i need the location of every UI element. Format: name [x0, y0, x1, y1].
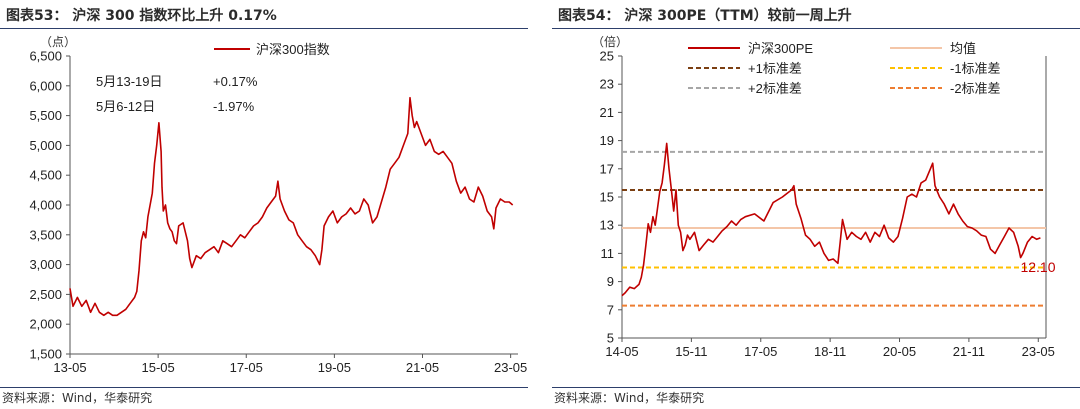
- legend-label: -2标准差: [950, 81, 1001, 96]
- y-tick-label: 1,500: [29, 347, 62, 362]
- x-tick-label: 20-05: [883, 344, 916, 359]
- y-unit-label: （倍）: [592, 34, 628, 49]
- annotation-label: 5月13-19日: [96, 74, 162, 89]
- y-tick-label: 4,000: [29, 198, 62, 213]
- axes: （点） 1,500 2,000 2,500 3,000 3,500 4,000 4,500 5,…: [29, 35, 527, 375]
- hs300-pe-chart: （倍） 5 7 9 11 13 15 17 19 21 23 25 14-05 15-11 17-05 18-…: [592, 34, 1056, 359]
- source-note: 资料来源：Wind，华泰研究: [2, 391, 153, 405]
- annotation-value: -1.97%: [213, 99, 255, 114]
- x-tick-label: 14-05: [605, 344, 638, 359]
- series-line: [621, 142, 1041, 297]
- legend: 沪深300指数: [214, 42, 330, 57]
- y-tick-label: 6,500: [29, 49, 62, 64]
- legend-label: 沪深300PE: [748, 41, 813, 56]
- y-tick-label: 5,000: [29, 138, 62, 153]
- x-tick-label: 23-05: [494, 360, 527, 375]
- y-tick-label: 3,000: [29, 257, 62, 272]
- source-rule: [552, 387, 1080, 388]
- y-tick-label: 15: [600, 190, 614, 205]
- y-tick-label: 4,500: [29, 168, 62, 183]
- annotation-label: 5月6-12日: [96, 99, 155, 114]
- legend-label: +2标准差: [748, 81, 802, 96]
- annotations: 5月13-19日 +0.17% 5月6-12日 -1.97%: [96, 74, 258, 114]
- y-tick-label: 5,500: [29, 108, 62, 123]
- x-tick-label: 17-05: [230, 360, 263, 375]
- series-line: [69, 96, 514, 317]
- x-tick-label: 15-11: [675, 344, 707, 359]
- end-value-label: 12.10: [1020, 259, 1055, 275]
- legend-label: -1标准差: [950, 61, 1001, 76]
- chart-panel-hs300-index: 图表53： 沪深 300 指数环比上升 0.17% （点） 1,500 2,000 2…: [0, 0, 528, 409]
- x-tick-label: 21-05: [406, 360, 439, 375]
- x-tick-label: 23-05: [1022, 344, 1055, 359]
- x-tick-label: 19-05: [318, 360, 351, 375]
- annotation-value: +0.17%: [213, 74, 258, 89]
- y-tick-label: 6,000: [29, 78, 62, 93]
- y-tick-label: 9: [607, 274, 614, 289]
- legend-label: 沪深300指数: [256, 42, 330, 57]
- y-tick-label: 23: [600, 77, 614, 92]
- title-rule: [0, 28, 528, 29]
- y-tick-label: 11: [601, 246, 615, 261]
- axes: （倍） 5 7 9 11 13 15 17 19 21 23 25 14-05 15-11 17-05 18-…: [592, 34, 1055, 359]
- y-tick-label: 3,500: [29, 227, 62, 242]
- chart-title: 图表53： 沪深 300 指数环比上升 0.17%: [6, 8, 277, 24]
- x-tick-label: 15-05: [142, 360, 175, 375]
- title-rule: [552, 28, 1080, 29]
- hs300-index-chart: （点） 1,500 2,000 2,500 3,000 3,500 4,000 4,500 5,…: [29, 35, 527, 375]
- legend-label: 均值: [950, 41, 976, 56]
- y-tick-label: 25: [600, 49, 614, 64]
- source-note: 资料来源：Wind，华泰研究: [554, 391, 705, 405]
- legend-label: +1标准差: [748, 61, 802, 76]
- legend: 沪深300PE 均值 +1标准差 -1标准差 +2标准差 -2标准差 12.10: [688, 41, 1056, 275]
- y-tick-label: 17: [600, 161, 614, 176]
- source-rule: [0, 387, 528, 388]
- y-tick-label: 13: [600, 218, 614, 233]
- chart-panel-hs300-pe: 图表54： 沪深 300PE（TTM）较前一周上升 （倍） 5 7 9 11 13 15 17…: [552, 0, 1080, 409]
- y-tick-label: 7: [607, 302, 614, 317]
- y-unit-label: （点）: [40, 35, 76, 49]
- x-tick-label: 13-05: [53, 360, 86, 375]
- series-group: [69, 96, 514, 317]
- x-tick-label: 17-05: [744, 344, 777, 359]
- y-tick-label: 2,000: [29, 317, 62, 332]
- y-tick-label: 5: [607, 331, 614, 346]
- y-tick-label: 21: [600, 105, 614, 120]
- series-group: [621, 142, 1041, 297]
- x-tick-label: 21-11: [953, 344, 985, 359]
- x-tick-label: 18-11: [814, 344, 846, 359]
- y-tick-label: 19: [600, 133, 614, 148]
- chart-title: 图表54： 沪深 300PE（TTM）较前一周上升: [558, 8, 852, 24]
- y-tick-label: 2,500: [29, 287, 62, 302]
- reference-lines: [622, 150, 1046, 307]
